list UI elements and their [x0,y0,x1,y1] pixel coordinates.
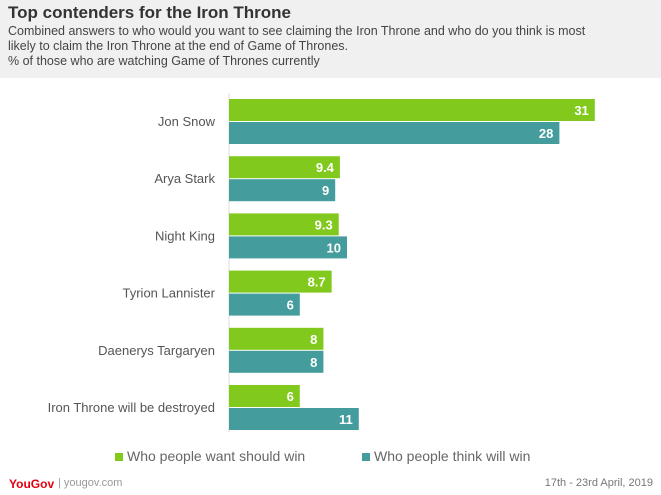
bar [229,99,595,121]
legend-item-want: Who people want should win [115,448,305,464]
data-label: 6 [287,298,294,313]
bar [229,179,336,202]
bar [229,350,324,373]
bar [229,408,359,430]
bar [229,293,300,316]
data-label: 28 [539,126,553,141]
data-label: 8 [310,355,317,370]
data-label: 31 [574,103,588,118]
header [0,0,661,78]
data-label: 9 [322,183,329,198]
data-label: 10 [327,240,341,255]
category-label: Jon Snow [158,114,216,129]
legend-swatch [115,453,123,461]
subtitle-unit: % of those who are watching Game of Thro… [8,54,320,68]
category-label: Night King [155,228,215,243]
bar [229,385,300,407]
chart-title: Top contenders for the Iron Throne [8,3,292,22]
bar [229,122,560,144]
data-label: 6 [287,389,294,404]
data-label: 8.7 [308,275,326,290]
date-range: 17th - 23rd April, 2019 [544,477,653,489]
yougov-logo: YouGov [9,477,55,491]
category-label: Iron Throne will be destroyed [48,400,215,415]
subtitle: Combined answers to who would you want t… [8,24,586,38]
bar [229,327,324,350]
legend-item-think: Who people think will win [362,448,530,464]
data-label: 9.4 [316,160,335,175]
category-label: Tyrion Lannister [123,286,216,301]
bar [229,213,339,236]
legend-label: Who people want should win [127,448,306,464]
legend-label: Who people think will win [374,448,531,464]
bar [229,236,347,259]
data-label: 8 [310,332,317,347]
site-link[interactable]: | yougov.com [58,477,123,489]
data-label: 11 [339,412,353,427]
bar [229,156,340,179]
category-label: Arya Stark [154,171,215,186]
subtitle: likely to claim the Iron Throne at the e… [8,39,348,53]
data-label: 9.3 [315,217,333,232]
legend-swatch [362,453,370,461]
bar [229,270,332,293]
category-label: Daenerys Targaryen [98,343,215,358]
